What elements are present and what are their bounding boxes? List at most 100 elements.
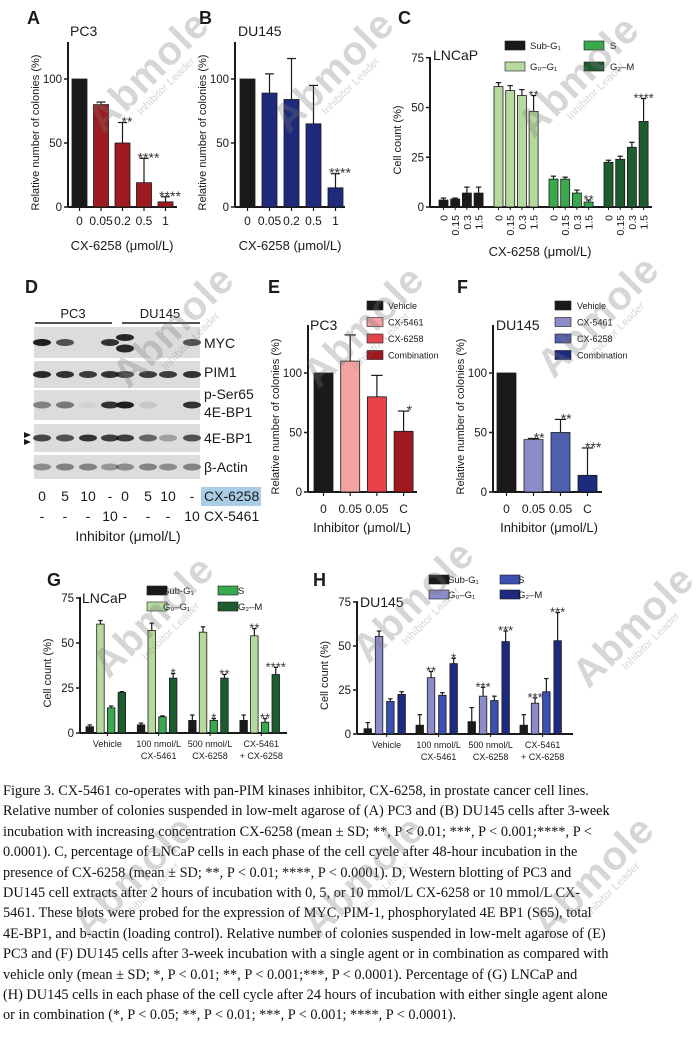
chart-g-bar: [271, 674, 280, 734]
chart-c-bar: [473, 192, 484, 208]
chart-b-y-tick-label: 50: [216, 138, 229, 150]
chart-g-bar: [117, 692, 126, 734]
chart-b-x-tick-label: 0.05: [258, 214, 282, 228]
chart-f-x-axis-label: Inhibitor (μmol/L): [500, 520, 598, 535]
chart-a-bar: [71, 78, 88, 208]
panel-letter-a: A: [27, 8, 40, 28]
chart-b-x-axis-label: CX-6258 (μmol/L): [239, 238, 342, 253]
chart-e-title: PC3: [310, 317, 337, 333]
chart-g-significance: *: [211, 711, 216, 726]
chart-g-y-tick-label: 50: [61, 638, 74, 650]
chart-h-legend-swatch: [428, 574, 450, 585]
chart-g-significance: **: [260, 711, 270, 726]
blot-band: [183, 463, 201, 471]
blot-band: [33, 401, 51, 409]
chart-e-significance: *: [407, 402, 413, 418]
chart-c-legend-swatch: [504, 40, 526, 51]
blot-protein-label: MYC: [204, 335, 235, 351]
chart-g-bar: [147, 630, 156, 734]
blot-cx5461-dose: 10: [102, 508, 118, 524]
chart-c-legend-label: Sub-G₁: [530, 41, 561, 52]
blot-band: [159, 371, 177, 378]
chart-g-bar: [198, 631, 208, 734]
blot-cell-line-label: DU145: [140, 306, 180, 321]
blot-cx5461-dose: -: [40, 508, 45, 524]
chart-g-significance: **: [249, 621, 259, 636]
chart-c-significance: **: [529, 88, 539, 103]
chart-c-x-tick-label: 0.3: [627, 215, 639, 230]
chart-c-legend-swatch: [583, 40, 605, 51]
chart-b-y-tick-label: 100: [210, 74, 229, 86]
chart-b-bar: [261, 92, 278, 208]
chart-h-bar: [415, 724, 424, 735]
chart-h-bar: [374, 635, 384, 735]
chart-h-significance: ***: [498, 623, 513, 638]
blot-band: [101, 339, 119, 346]
chart-f-bar: [523, 439, 544, 493]
caption-line: (H) DU145 cells in each phase of the cel…: [3, 987, 608, 1004]
blot-cx5461-dose: -: [63, 508, 68, 524]
chart-c-bar: [560, 178, 571, 208]
chart-h-bar: [449, 663, 458, 735]
chart-g-bar: [85, 726, 94, 734]
blot-band: [33, 463, 51, 471]
chart-h-significance: ***: [475, 679, 490, 694]
chart-g-bar: [136, 724, 146, 734]
blot-band: [183, 434, 201, 442]
chart-h-bar: [501, 641, 510, 735]
chart-c-legend-swatch: [583, 61, 605, 72]
chart-c-x-tick-label: 0.15: [505, 215, 517, 236]
chart-e-legend-label: CX-6258: [388, 334, 424, 344]
chart-c-bar: [461, 192, 472, 208]
chart-b-title: DU145: [238, 23, 282, 39]
blot-cx6258-dose: 10: [80, 488, 96, 504]
chart-c-x-tick-label: 0: [604, 215, 616, 221]
chart-e-bar: [366, 396, 387, 493]
chart-f-legend-swatch: [554, 350, 572, 360]
chart-h-bar: [438, 694, 447, 735]
chart-e-legend-label: CX-5461: [388, 318, 424, 328]
chart-a-y-tick-label: 0: [56, 202, 62, 214]
chart-e-legend-swatch: [366, 300, 384, 311]
chart-a-x-tick-label: 0: [76, 214, 83, 228]
blot-band: [139, 434, 157, 442]
panel-letter-e: E: [268, 277, 280, 297]
chart-c-significance: ****: [633, 91, 653, 106]
blot-band: [101, 371, 119, 378]
chart-a-y-tick-label: 50: [49, 138, 62, 150]
panel-letter-c: C: [398, 8, 411, 28]
chart-h-bar: [519, 724, 528, 735]
blot-x-axis-label: Inhibitor (μmol/L): [75, 528, 180, 544]
chart-f-bar: [496, 372, 517, 493]
blot-band: [139, 371, 157, 378]
chart-c-bar: [615, 158, 626, 208]
chart-c-bar: [505, 90, 516, 208]
chart-c-legend-label: G₀–G₁: [530, 62, 557, 73]
chart-g-significance: **: [219, 667, 229, 682]
chart-h-legend-label: G₀–G₁: [448, 590, 475, 601]
chart-e-y-tick-label: 100: [283, 368, 302, 380]
chart-c-bar: [638, 121, 649, 208]
chart-g-legend-swatch: [146, 601, 168, 612]
blot-band: [56, 463, 74, 471]
chart-b-significance: ****: [329, 165, 351, 181]
panel-letter-h: H: [313, 570, 326, 590]
chart-h-bar: [386, 701, 395, 735]
chart-h-bar: [490, 700, 499, 735]
caption-line: Figure 3. CX-5461 co-operates with pan-P…: [3, 783, 589, 799]
chart-g-bar: [168, 677, 178, 734]
chart-h-bar: [363, 728, 372, 735]
chart-f-title: DU145: [496, 317, 540, 333]
chart-h-significance: **: [426, 664, 436, 679]
blot-cx5461-label: CX-5461: [204, 508, 259, 524]
chart-b-bar: [327, 187, 344, 208]
chart-h-legend-swatch: [499, 589, 521, 600]
chart-c-x-tick-label: 0.3: [517, 215, 529, 230]
chart-c-bar: [450, 198, 461, 208]
chart-h-bar: [542, 691, 551, 735]
chart-c-legend-label: G₂–M: [610, 62, 634, 73]
panel-letter-d: D: [25, 277, 38, 297]
caption-line: 4E-BP1, and b-actin (loading control). R…: [3, 925, 606, 942]
blot-highlight: [201, 487, 261, 506]
blot-band: [116, 463, 134, 471]
